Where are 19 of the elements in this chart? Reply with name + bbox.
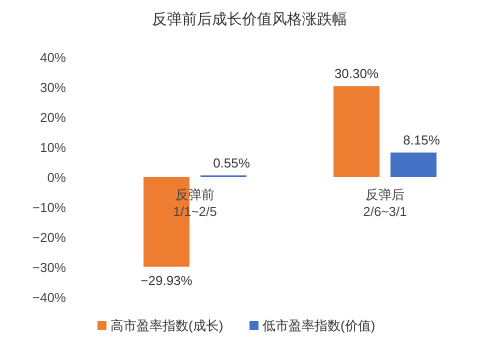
legend-label: 高市盈率指数(成长) [110,318,224,333]
y-tick-label: −10% [32,200,66,215]
y-tick-label: 30% [40,80,66,95]
data-label: 8.15% [403,132,440,148]
data-label: −29.93% [140,272,193,288]
legend-label: 低市盈率指数(价值) [262,318,376,333]
y-tick-label: −30% [32,260,66,275]
data-label: 30.30% [334,66,379,82]
y-tick-label: 10% [40,140,66,155]
data-label: 0.55% [213,155,250,170]
y-tick-label: −40% [32,290,66,305]
y-tick-label: 0% [47,170,66,185]
chart-title: 反弹前后成长价值风格涨跌幅 [152,11,347,28]
y-tick-label: 40% [40,50,66,65]
x-tick-label: 反弹后 2/6~3/1 [363,187,407,219]
y-tick-label: 20% [40,110,66,125]
y-tick-label: −20% [32,230,66,245]
bar [390,152,436,177]
bar [334,86,380,177]
